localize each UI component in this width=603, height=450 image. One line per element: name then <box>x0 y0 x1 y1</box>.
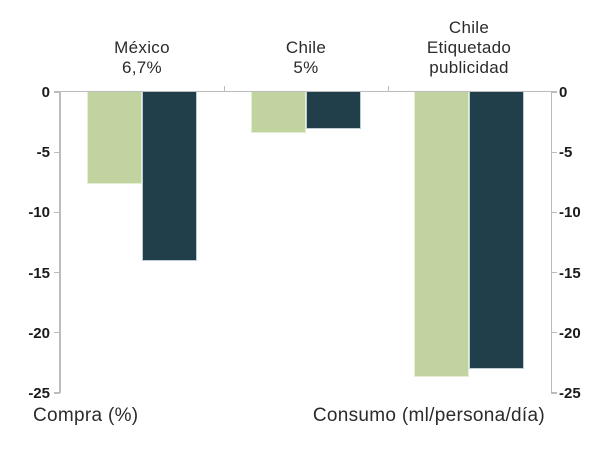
group-label-line: Chile <box>285 38 327 57</box>
group-label-line: 5% <box>293 58 319 77</box>
group-label-line: Etiquetado <box>426 38 512 57</box>
y-tick-label-right: -15 <box>559 264 581 282</box>
category-separator-tick <box>387 86 389 92</box>
y-tick-label-right: -10 <box>559 204 581 222</box>
bar-dark-teal-chile-labeling <box>469 92 524 369</box>
group-label-mexico-tax: México 6,7% <box>114 38 170 78</box>
y-tick-label-left: 0 <box>41 84 50 101</box>
y-tick-left <box>54 272 60 274</box>
y-tick-label-left: -10 <box>28 204 50 222</box>
y-tick-left <box>54 392 60 394</box>
y-tick-left <box>54 151 60 153</box>
y-tick-label-right: -5 <box>559 144 573 162</box>
y-tick-right <box>551 392 557 394</box>
y-tick-label-right: -20 <box>559 324 581 342</box>
group-label-line: Chile <box>448 18 490 37</box>
bar-light-green-mexico-tax <box>87 92 142 184</box>
zero-baseline <box>60 90 551 92</box>
y-tick-right <box>551 332 557 334</box>
group-label-chile-labeling: Chile Etiquetado publicidad <box>427 18 511 78</box>
y-tick-left <box>54 332 60 334</box>
y-tick-left <box>54 91 60 93</box>
group-label-line: México <box>114 38 170 57</box>
y-axis-left <box>59 91 61 393</box>
y-tick-right <box>551 91 557 93</box>
bar-dark-teal-mexico-tax <box>142 92 197 261</box>
group-label-line: 6,7% <box>122 58 162 77</box>
y-axis-right <box>550 91 552 393</box>
axis-caption-right: Consumo (ml/persona/día) <box>312 405 545 426</box>
y-tick-label-left: -25 <box>28 385 50 402</box>
y-tick-right <box>551 151 557 153</box>
y-tick-label-left: -15 <box>28 264 50 282</box>
bar-light-green-chile-tax <box>251 92 306 133</box>
bar-light-green-chile-labeling <box>414 92 469 378</box>
y-tick-right <box>551 272 557 274</box>
y-tick-label-left: -20 <box>28 324 50 342</box>
y-tick-left <box>54 211 60 213</box>
group-label-chile-tax: Chile 5% <box>286 38 326 78</box>
bar-dark-teal-chile-tax <box>306 92 361 130</box>
y-tick-label-right: -25 <box>559 385 581 402</box>
group-label-line: publicidad <box>429 58 509 77</box>
y-tick-right <box>551 211 557 213</box>
axis-caption-left: Compra (%) <box>33 405 139 426</box>
category-separator-tick <box>224 86 226 92</box>
y-tick-label-left: -5 <box>36 144 50 162</box>
y-tick-label-right: 0 <box>559 84 568 101</box>
